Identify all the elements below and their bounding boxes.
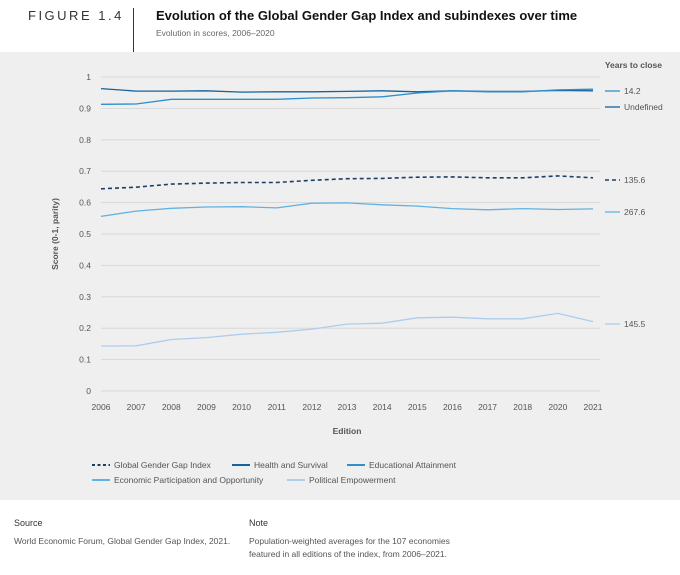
source-text: World Economic Forum, Global Gender Gap … <box>14 536 231 546</box>
x-tick-label: 2008 <box>162 402 181 412</box>
years-to-close-value: 267.6 <box>624 207 646 217</box>
y-tick-label: 0.5 <box>79 229 91 239</box>
x-tick-label: 2015 <box>408 402 427 412</box>
y-tick-label: 0.1 <box>79 355 91 365</box>
x-tick-label: 2010 <box>232 402 251 412</box>
figure-number: FIGURE 1.4 <box>28 8 124 23</box>
legend-label: Economic Participation and Opportunity <box>114 475 264 485</box>
years-to-close-value: Undefined <box>624 102 663 112</box>
years-to-close-value: 14.2 <box>624 86 641 96</box>
x-axis-title: Edition <box>333 426 362 436</box>
y-tick-label: 1 <box>86 72 91 82</box>
legend-label: Global Gender Gap Index <box>114 460 212 470</box>
chart-subtitle: Evolution in scores, 2006–2020 <box>156 28 275 38</box>
x-tick-label: 2011 <box>268 402 287 412</box>
source-heading: Source <box>14 518 43 528</box>
x-tick-label: 2007 <box>127 402 146 412</box>
legend-label: Health and Survival <box>254 460 328 470</box>
y-axis-title: Score (0-1, parity) <box>50 198 60 270</box>
chart-title: Evolution of the Global Gender Gap Index… <box>156 8 578 23</box>
y-tick-label: 0.3 <box>79 292 91 302</box>
y-tick-label: 0.2 <box>79 323 91 333</box>
legend-label: Educational Attainment <box>369 460 457 470</box>
y-tick-label: 0.9 <box>79 103 91 113</box>
x-tick-label: 2012 <box>302 402 321 412</box>
years-to-close-heading: Years to close <box>605 60 662 70</box>
header-divider <box>133 8 134 52</box>
x-tick-label: 2020 <box>548 402 567 412</box>
x-tick-label: 2017 <box>478 402 497 412</box>
y-tick-label: 0.7 <box>79 166 91 176</box>
x-tick-label: 2009 <box>197 402 216 412</box>
y-tick-label: 0.6 <box>79 198 91 208</box>
note-heading: Note <box>249 518 269 528</box>
x-tick-label: 2016 <box>443 402 462 412</box>
series-line-economic-participation-and-opportunity <box>100 202 594 218</box>
x-tick-label: 2021 <box>584 402 603 412</box>
x-tick-label: 2014 <box>373 402 392 412</box>
series-line-educational-attainment <box>100 88 594 105</box>
note-text: Population-weighted averages for the 107… <box>249 536 450 559</box>
x-tick-label: 2013 <box>338 402 357 412</box>
series-line-global-gender-gap-index <box>100 175 594 190</box>
y-tick-label: 0.4 <box>79 260 91 270</box>
y-tick-label: 0.8 <box>79 135 91 145</box>
line-chart: 0 0.1 0.2 0.3 0.4 0.5 0.6 0.7 0.8 0.9 1 2006 2007 200… <box>50 60 663 485</box>
years-to-close-value: 135.6 <box>624 175 646 185</box>
series-line-political-empowerment <box>100 312 594 347</box>
legend-label: Political Empowerment <box>309 475 396 485</box>
chart-panel: 0 0.1 0.2 0.3 0.4 0.5 0.6 0.7 0.8 0.9 1 2006 2007 200… <box>0 52 680 500</box>
x-tick-label: 2018 <box>513 402 532 412</box>
y-tick-label: 0 <box>86 386 91 396</box>
years-to-close-value: 145.5 <box>624 319 646 329</box>
x-tick-label: 2006 <box>92 402 111 412</box>
figure-footer: Source World Economic Forum, Global Gend… <box>0 500 680 575</box>
figure-header: FIGURE 1.4 Evolution of the Global Gende… <box>0 0 680 52</box>
